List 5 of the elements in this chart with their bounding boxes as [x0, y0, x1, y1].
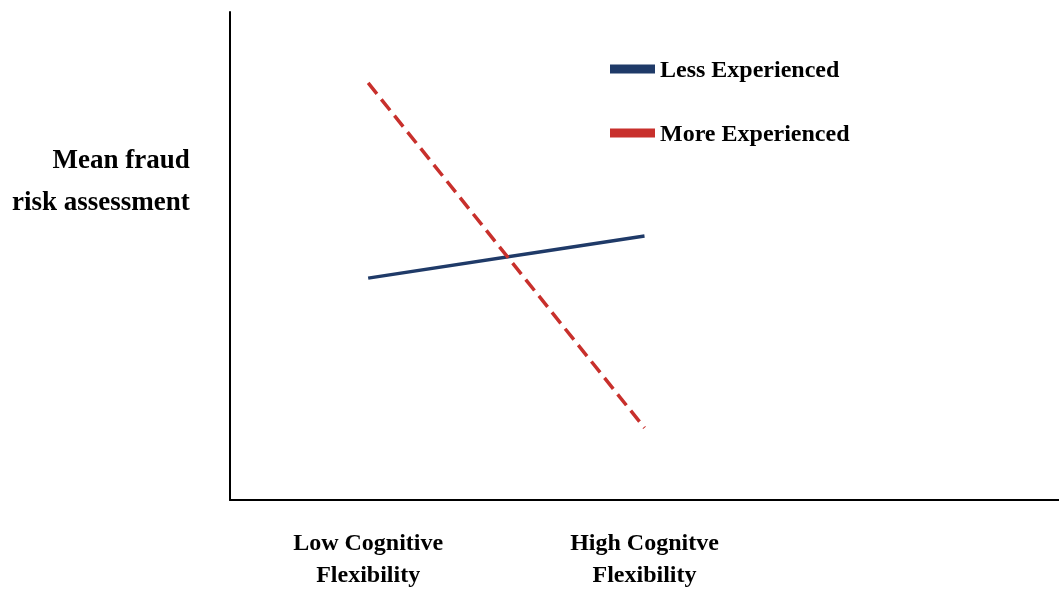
y-axis-title: Mean fraud risk assessment [11, 144, 190, 216]
x-tick-label: High Cognitve Flexibility [570, 529, 720, 587]
legend-label: Less Experienced [660, 56, 840, 82]
legend-label: More Experienced [660, 120, 851, 146]
x-tick-label: Low Cognitive Flexibility [293, 529, 444, 587]
